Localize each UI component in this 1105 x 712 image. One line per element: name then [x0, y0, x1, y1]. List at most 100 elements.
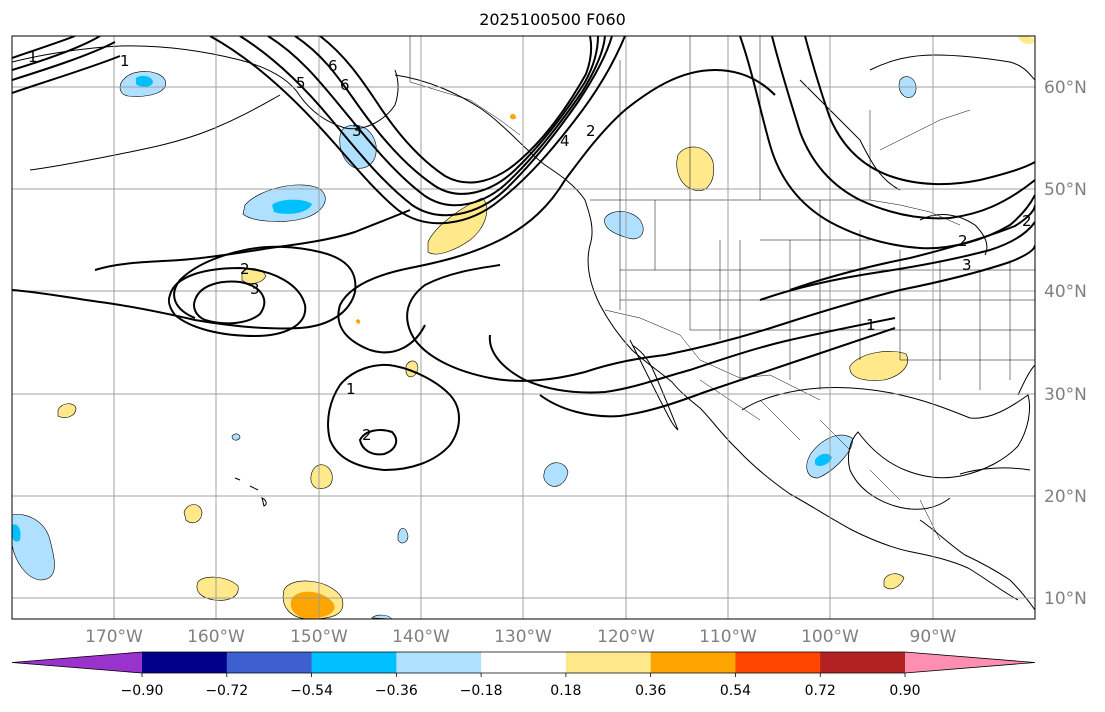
colorbar-segment [565, 652, 652, 673]
contour-label: 2 [586, 122, 596, 140]
colorbar-segment [820, 652, 906, 673]
colorbar-tick-label: 0.72 [805, 683, 836, 699]
contour-line [294, 36, 599, 195]
contour-line [327, 364, 460, 472]
coastline-baja-california [629, 339, 679, 431]
coastline-hudson-bay [799, 79, 901, 191]
lat-axis-labels: 60°N 50°N 40°N 30°N 20°N 10°N [1044, 78, 1087, 609]
contour-line [12, 245, 357, 330]
colorbar-tick-label: −0.54 [290, 683, 333, 699]
lon-label: 100°W [801, 627, 859, 647]
contour-label: 2 [362, 426, 372, 444]
lon-label: 130°W [494, 627, 552, 647]
contour-line [539, 327, 896, 418]
colorbar-segment [142, 652, 228, 673]
positive-anomaly-patch [883, 573, 905, 590]
contour-line [804, 36, 1035, 186]
contour-label: 1 [866, 316, 876, 334]
colorbar-segment [311, 652, 397, 673]
contour-line [771, 36, 1035, 220]
positive-anomaly-patch [676, 146, 714, 191]
contour-label: 2 [1022, 212, 1032, 230]
positive-anomaly-patch [1018, 36, 1035, 44]
contour-label: 3 [250, 280, 260, 298]
colorbar-segment [650, 652, 736, 673]
coastline-florida [1017, 364, 1035, 396]
lat-label: 40°N [1044, 282, 1087, 302]
hawaii-islands [234, 477, 267, 507]
coastline-north-america [394, 74, 1019, 601]
contour-label: 3 [352, 122, 362, 140]
contour-label: 1 [346, 380, 356, 398]
contour-labels: 6 6 5 4 3 2 1 3 2 1 2 1 2 3 2 1 [28, 48, 1032, 444]
contour-line [337, 68, 776, 354]
lat-label: 30°N [1044, 385, 1087, 405]
contour-label: 3 [962, 256, 972, 274]
coastline-newfoundland-region [869, 54, 1035, 81]
contour-line [193, 280, 266, 325]
positive-anomaly-patch [310, 464, 333, 489]
contour-line [406, 244, 1035, 382]
contour-line [488, 317, 896, 394]
positive-anomaly-patch [356, 319, 361, 324]
coastline-layer [12, 45, 1035, 611]
coastline-alaska [12, 45, 399, 130]
coastline-cuba [959, 467, 1031, 475]
contour-line [12, 36, 101, 71]
contour-label: 2 [240, 260, 250, 278]
contour-line [319, 36, 593, 184]
positive-anomaly-patch [427, 197, 488, 255]
colorbar-segment [481, 652, 567, 673]
colorbar-extend-max [905, 652, 1035, 673]
contour-line [12, 55, 121, 94]
lon-label: 170°W [85, 627, 143, 647]
lon-label: 150°W [290, 627, 348, 647]
contour-label: 6 [328, 57, 338, 75]
lat-label: 10°N [1044, 589, 1087, 609]
colorbar-tick-label: −0.18 [460, 683, 503, 699]
contour-layer [12, 36, 1035, 472]
negative-anomaly-patch [136, 75, 153, 87]
positive-anomaly-patch [849, 351, 908, 381]
contour-label: 4 [560, 132, 570, 150]
colorbar-tick-label: 0.90 [889, 683, 920, 699]
negative-anomaly-patch [12, 514, 55, 581]
colorbar-segment [396, 652, 482, 673]
us-canada-border [590, 199, 961, 226]
contour-line [239, 36, 613, 217]
contour-line [267, 36, 606, 207]
lon-label: 110°W [699, 627, 757, 647]
lon-label: 90°W [910, 627, 957, 647]
contour-line [12, 36, 76, 59]
colorbar-tick-label: −0.90 [121, 683, 164, 699]
contour-label: 1 [28, 48, 38, 66]
coastline-aleutians [29, 94, 281, 171]
contour-line [789, 204, 1035, 291]
lon-label: 160°W [187, 627, 245, 647]
contour-line [167, 266, 307, 338]
negative-anomaly-patch [604, 211, 644, 240]
colorbar-tick-label: −0.72 [205, 683, 248, 699]
contour-label: 5 [296, 74, 306, 92]
contour-line [209, 36, 626, 225]
negative-anomaly-patch [543, 462, 569, 487]
contour-label: 1 [120, 52, 130, 70]
colorbar-segment [735, 652, 821, 673]
map-layers: 6 6 5 4 3 2 1 3 2 1 2 1 2 3 2 1 [12, 36, 1035, 619]
coastline-central-america [919, 519, 1035, 611]
lon-label: 120°W [597, 627, 655, 647]
lon-axis-labels: 170°W 160°W 150°W 140°W 130°W 120°W 110°… [85, 627, 957, 647]
negative-anomaly-patch [815, 453, 832, 466]
colorbar-tick-label: −0.36 [375, 683, 418, 699]
contour-line [759, 221, 1035, 301]
positive-anomaly-patch [510, 113, 516, 120]
mexico-state-lines [699, 379, 941, 541]
coastline-gulf-of-mexico [741, 386, 1031, 510]
contour-line [358, 429, 398, 456]
negative-anomaly-patch [272, 199, 312, 214]
gridlines [12, 36, 1035, 619]
contour-line [739, 36, 1035, 250]
figure-title: 2025100500 F060 [479, 10, 626, 29]
